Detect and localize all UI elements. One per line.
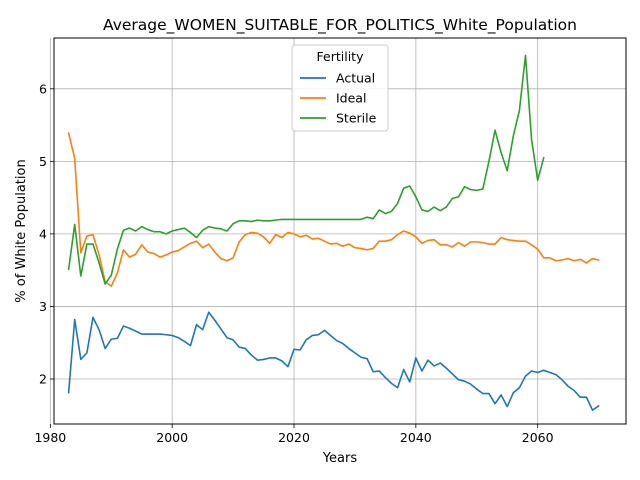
x-tick-label: 2000 — [156, 430, 188, 445]
chart-title: Average_WOMEN_SUITABLE_FOR_POLITICS_Whit… — [103, 16, 577, 35]
x-tick-label: 2060 — [522, 430, 554, 445]
x-tick-label: 2020 — [278, 430, 310, 445]
legend-label-sterile: Sterile — [336, 111, 377, 126]
y-tick-label: 6 — [39, 81, 47, 96]
legend-box — [291, 44, 389, 132]
series-line-sterile — [67, 54, 545, 285]
series-line-ideal — [67, 132, 600, 287]
plot-frame — [53, 37, 627, 425]
legend-label-actual: Actual — [336, 71, 375, 86]
x-axis-label: Years — [322, 451, 358, 466]
y-tick-label: 5 — [39, 154, 47, 169]
series-line-actual — [67, 311, 600, 412]
y-tick-label: 3 — [39, 299, 47, 314]
y-tick-label: 4 — [39, 226, 47, 241]
legend: Fertility Actual Ideal Sterile — [291, 44, 389, 132]
series-lines — [67, 54, 600, 412]
y-axis-label: % of White Population — [14, 159, 29, 302]
y-tick-label: 2 — [39, 372, 47, 387]
axis-ticks: 1980 2000 2020 2040 2060 2 3 4 5 6 — [34, 81, 553, 445]
legend-title: Fertility — [317, 49, 365, 64]
x-tick-label: 2040 — [400, 430, 432, 445]
x-tick-label: 1980 — [34, 430, 66, 445]
legend-label-ideal: Ideal — [336, 91, 366, 106]
